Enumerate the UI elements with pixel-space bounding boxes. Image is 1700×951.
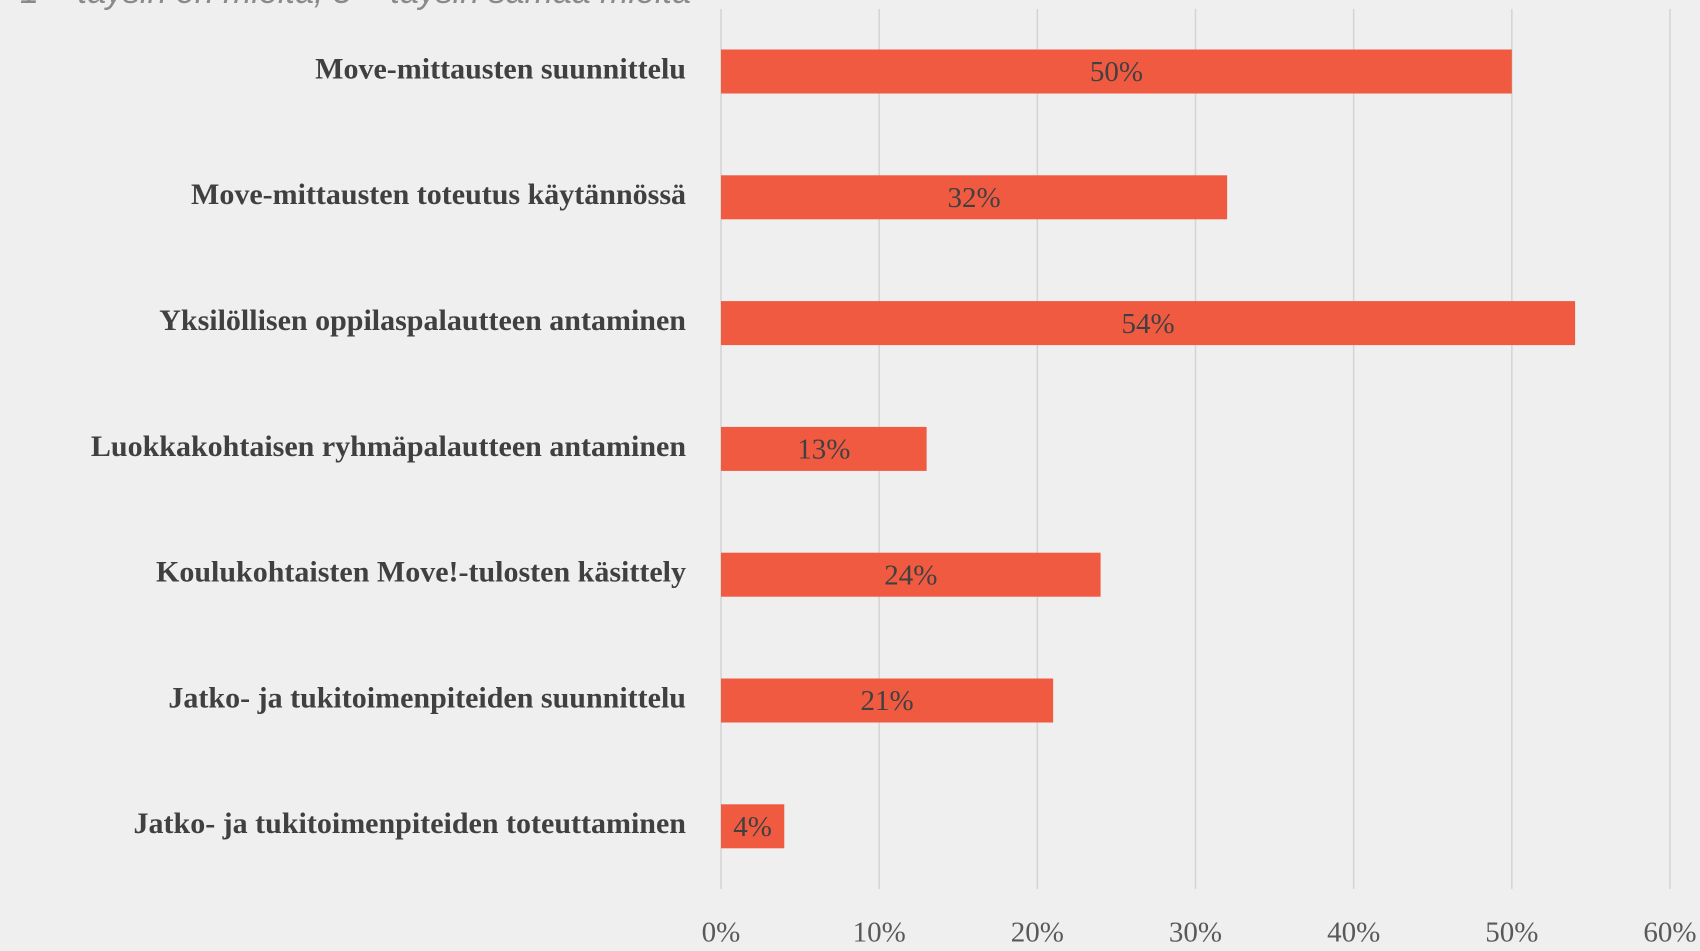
bar: [721, 49, 1512, 94]
bar: [721, 804, 785, 849]
bar: [721, 175, 1228, 220]
x-tick-label: 40%: [1327, 917, 1380, 949]
chart-subtitle: 1 = täysin eri mieltä, 5 = täysin samaa …: [20, 0, 691, 11]
category-label: Luokkakohtaisen ryhmäpalautteen antamine…: [91, 430, 686, 463]
data-label: 54%: [1121, 308, 1174, 340]
category-label: Move-mittausten toteutus käytännössä: [191, 178, 686, 211]
data-label: 24%: [884, 559, 937, 591]
x-tick-label: 50%: [1485, 917, 1538, 949]
x-tick-label: 10%: [853, 917, 906, 949]
data-label: 13%: [797, 434, 850, 466]
bar: [721, 301, 1576, 346]
data-label: 32%: [947, 182, 1000, 214]
category-label: Move-mittausten suunnittelu: [315, 52, 686, 85]
data-label: 21%: [860, 685, 913, 717]
category-label: Jatko- ja tukitoimenpiteiden suunnittelu: [168, 681, 686, 714]
bar: [721, 678, 1054, 723]
bar: [721, 552, 1101, 597]
x-tick-label: 20%: [1011, 917, 1064, 949]
category-label: Koulukohtaisten Move!-tulosten käsittely: [156, 556, 686, 589]
data-label: 4%: [733, 811, 772, 843]
category-label: Jatko- ja tukitoimenpiteiden toteuttamin…: [134, 807, 687, 840]
x-tick-label: 30%: [1169, 917, 1222, 949]
x-tick-label: 60%: [1643, 917, 1696, 949]
bar: [721, 426, 927, 471]
x-tick-label: 0%: [702, 917, 741, 949]
data-label: 50%: [1090, 56, 1143, 88]
category-label: Yksilöllisen oppilaspalautteen antaminen: [159, 304, 686, 337]
